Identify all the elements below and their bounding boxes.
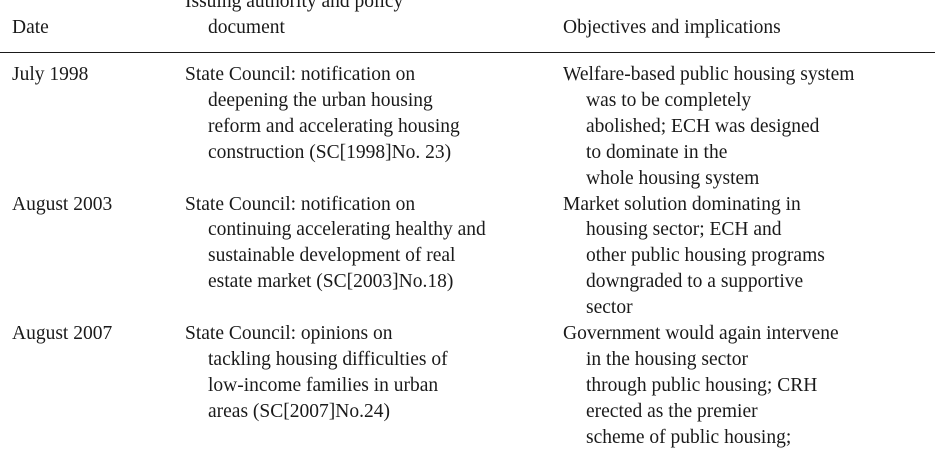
row-1-objectives-line: was to be completely (586, 89, 752, 111)
row-2-objectives-line: Market solution dominating in (563, 193, 801, 215)
header-objectives-label: Objectives and implications (563, 16, 781, 38)
row-1-date: July 1998 (12, 62, 88, 88)
row-1-objectives-line: Welfare-based public housing system (563, 64, 855, 85)
row-3-objectives-line: scheme of public housing; (586, 426, 792, 448)
header-date-label: Date (12, 16, 49, 38)
row-3-objectives-line: through public housing; CRH (586, 374, 818, 396)
row-1-objectives: Welfare-based public housing system was … (563, 62, 933, 192)
row-2-authority-line: estate market (SC[2003]No.18) (208, 271, 454, 293)
row-1-objectives-line: to dominate in the (586, 141, 728, 163)
row-3-objectives: Government would again intervene in the … (563, 321, 933, 451)
header-authority-line-1: Issuing authority and policy (185, 0, 404, 12)
row-2-objectives-line: other public housing programs (586, 245, 825, 267)
row-3-authority: State Council: opinions on tackling hous… (185, 321, 560, 425)
header-date: Date (12, 15, 49, 41)
row-2-date-text: August 2003 (12, 193, 113, 215)
row-2-objectives-line: housing sector; ECH and (586, 219, 782, 241)
row-2-authority-line: continuing accelerating healthy and (208, 219, 486, 241)
row-3-objectives-line: erected as the premier (586, 400, 758, 422)
row-2-date: August 2003 (12, 192, 112, 218)
row-1-authority-line: deepening the urban housing (208, 89, 433, 111)
row-3-authority-line: areas (SC[2007]No.24) (208, 400, 390, 422)
row-3-authority-line: State Council: opinions on (185, 323, 393, 344)
row-2-objectives: Market solution dominating in housing se… (563, 192, 933, 322)
row-3-authority-line: low-income families in urban (208, 374, 439, 396)
row-3-objectives-line: Government would again intervene (563, 323, 839, 344)
row-2-objectives-line: sector (586, 297, 633, 319)
row-2-authority: State Council: notification on continuin… (185, 192, 560, 296)
row-2-authority-line: sustainable development of real (208, 245, 456, 267)
row-3-date-text: August 2007 (12, 323, 113, 344)
row-1-authority-line: construction (SC[1998]No. 23) (208, 141, 452, 163)
row-1-authority-line: reform and accelerating housing (208, 115, 460, 137)
row-3-objectives-line: in the housing sector (586, 348, 748, 370)
header-authority-line-2: document (208, 16, 285, 38)
row-1-objectives-line: abolished; ECH was designed (586, 115, 820, 137)
header-rule (0, 52, 935, 53)
row-1-authority-line: State Council: notification on (185, 64, 416, 85)
table-header: Issuing authority and policy document Da… (0, 0, 935, 54)
row-1-objectives-line: whole housing system (586, 167, 760, 189)
row-1-authority: State Council: notification on deepening… (185, 62, 560, 166)
row-1-date-text: July 1998 (12, 64, 89, 85)
row-2-authority-line: State Council: notification on (185, 193, 416, 215)
header-objectives: Objectives and implications (563, 15, 933, 41)
header-authority: Issuing authority and policy document (185, 0, 560, 41)
row-3-authority-line: tackling housing difficulties of (208, 348, 448, 370)
row-3-date: August 2007 (12, 321, 112, 347)
row-2-objectives-line: downgraded to a supportive (586, 271, 804, 293)
